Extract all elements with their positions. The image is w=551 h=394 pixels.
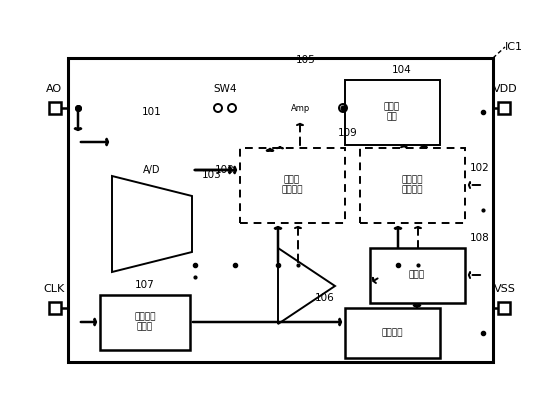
Bar [49, 102, 61, 114]
Text: 106: 106 [315, 293, 335, 303]
Text: クロック
弁別器: クロック 弁別器 [134, 312, 156, 332]
Text: 判別器: 判別器 [409, 271, 425, 279]
Bar [100, 295, 190, 350]
Text: Amp: Amp [291, 104, 311, 113]
Text: VSS: VSS [494, 284, 516, 294]
Text: 109: 109 [338, 128, 358, 138]
Bar [345, 80, 440, 145]
Text: ゲイン
レジスタ: ゲイン レジスタ [281, 175, 302, 195]
Text: 102: 102 [470, 163, 490, 173]
Text: 101: 101 [142, 107, 162, 117]
Bar [360, 148, 465, 223]
Bar [68, 58, 493, 362]
Text: SW4: SW4 [213, 84, 237, 94]
Text: センサ
素子: センサ 素子 [384, 102, 400, 122]
Bar [49, 302, 61, 314]
Bar [240, 148, 345, 223]
Bar [498, 302, 510, 314]
Bar [345, 308, 440, 358]
Text: カウンタ: カウンタ [381, 329, 403, 338]
Text: VDD: VDD [493, 84, 517, 94]
Text: 105: 105 [296, 55, 316, 65]
Text: CLK: CLK [44, 284, 64, 294]
Bar [370, 248, 465, 303]
Text: 107: 107 [135, 280, 155, 290]
Polygon shape [278, 248, 335, 324]
Text: 103: 103 [215, 165, 235, 175]
Text: 104: 104 [392, 65, 412, 75]
Bar [498, 102, 510, 114]
Text: A/D: A/D [143, 165, 161, 175]
Text: AO: AO [46, 84, 62, 94]
Text: 103: 103 [202, 170, 222, 180]
Polygon shape [112, 176, 192, 272]
Text: アドレス
レジスタ: アドレス レジスタ [401, 175, 423, 195]
Text: IC1: IC1 [505, 42, 523, 52]
Text: 108: 108 [470, 233, 490, 243]
